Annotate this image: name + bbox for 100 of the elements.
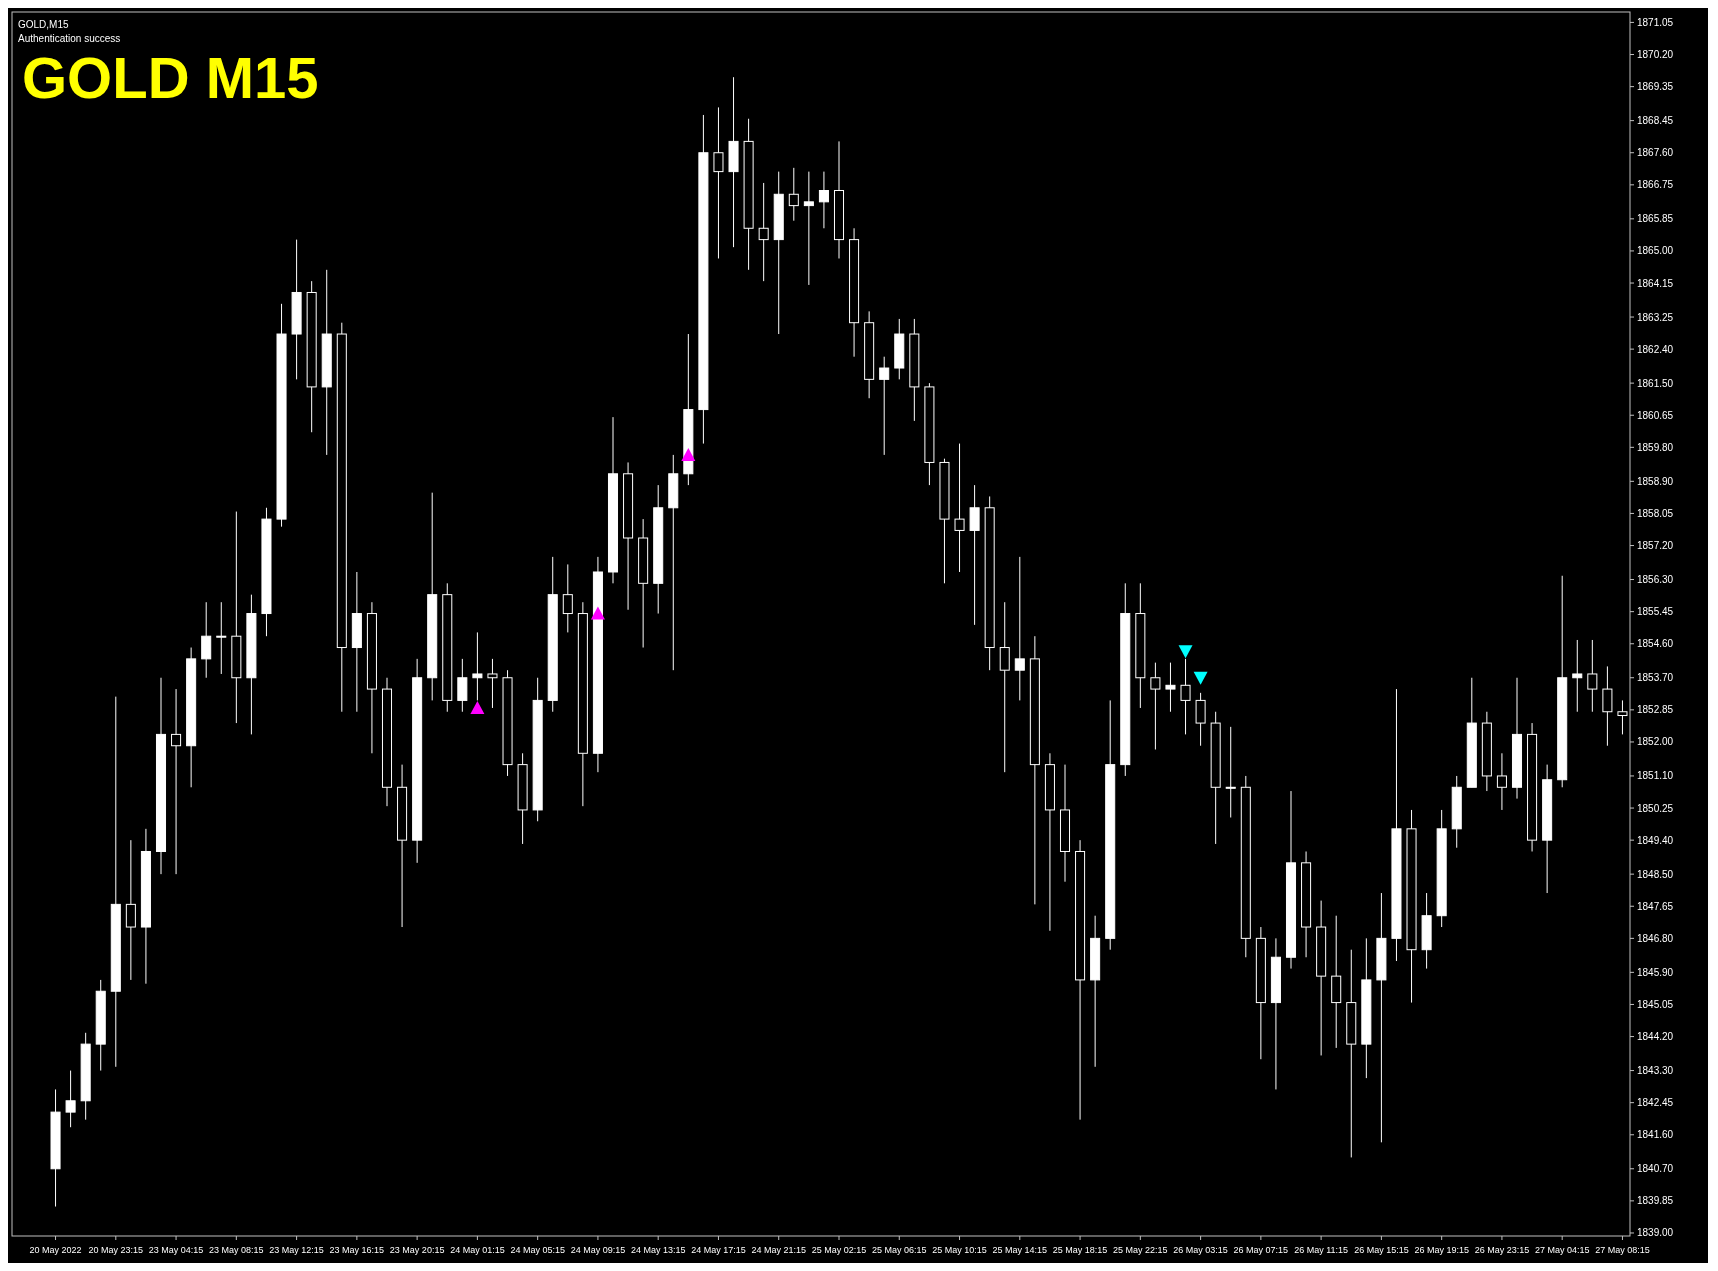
candlestick	[472, 631, 483, 701]
x-tick-label: 24 May 05:15	[510, 1245, 565, 1255]
candlestick	[1572, 639, 1583, 713]
x-tick-label: 27 May 04:15	[1534, 1245, 1590, 1255]
candlestick	[562, 563, 573, 633]
candlestick	[954, 443, 965, 573]
candlestick	[1150, 662, 1161, 751]
candlestick	[758, 182, 769, 282]
candlestick	[803, 171, 814, 286]
candlestick	[457, 658, 468, 713]
y-tick-label: 1853.70	[1637, 672, 1674, 684]
candlestick	[1617, 699, 1628, 735]
point	[470, 700, 485, 714]
candlestick	[1225, 726, 1236, 818]
x-tick-label: 26 May 19:15	[1414, 1245, 1469, 1255]
candlestick	[171, 688, 182, 875]
x-tick-label: 23 May 20:15	[389, 1245, 445, 1255]
y-tick-label: 1852.00	[1637, 736, 1674, 748]
x-tick-label: 24 May 21:15	[751, 1245, 807, 1255]
y-tick-label: 1845.90	[1637, 966, 1674, 978]
y-tick-label: 1846.80	[1637, 932, 1674, 944]
x-tick-label: 25 May 18:15	[1052, 1245, 1108, 1255]
point	[1193, 671, 1208, 685]
y-tick-label: 1858.90	[1637, 475, 1674, 487]
chart-subtitle: GOLD,M15	[18, 19, 70, 30]
y-tick-label: 1848.50	[1637, 868, 1674, 880]
y-tick-label: 1849.40	[1637, 834, 1674, 846]
x-tick-label: 20 May 2022	[29, 1245, 82, 1255]
candlestick	[65, 1070, 76, 1128]
candlestick	[1180, 658, 1191, 735]
x-tick-label: 26 May 07:15	[1233, 1245, 1289, 1255]
y-tick-label: 1862.40	[1637, 343, 1674, 355]
y-tick-label: 1843.30	[1637, 1065, 1674, 1077]
y-tick-label: 1870.20	[1637, 49, 1674, 61]
candlestick	[788, 167, 799, 222]
x-tick-label: 23 May 08:15	[209, 1245, 264, 1255]
y-tick-label: 1847.65	[1637, 900, 1674, 912]
y-tick-label: 1852.85	[1637, 704, 1674, 716]
x-tick-label: 23 May 04:15	[148, 1245, 204, 1255]
y-tick-label: 1839.85	[1637, 1195, 1674, 1207]
y-tick-label: 1863.25	[1637, 311, 1674, 323]
y-tick-label: 1864.15	[1637, 277, 1674, 289]
x-tick-label: 23 May 12:15	[269, 1245, 324, 1255]
candlestick	[999, 601, 1010, 773]
y-tick-label: 1842.45	[1637, 1097, 1674, 1109]
x-tick-label: 24 May 17:15	[691, 1245, 746, 1255]
x-tick-label: 27 May 08:15	[1595, 1245, 1650, 1255]
y-tick-label: 1859.80	[1637, 441, 1674, 453]
candlestick	[125, 839, 136, 981]
y-tick-label: 1850.25	[1637, 802, 1674, 814]
candlestick	[1602, 665, 1613, 747]
x-tick-label: 25 May 02:15	[811, 1245, 867, 1255]
y-tick-label: 1851.10	[1637, 770, 1674, 782]
x-tick-label: 25 May 06:15	[871, 1245, 927, 1255]
candlestick	[1496, 752, 1507, 811]
x-tick-label: 26 May 23:15	[1474, 1245, 1530, 1255]
x-tick-label: 25 May 10:15	[932, 1245, 987, 1255]
candlestick	[487, 658, 498, 709]
x-tick-label: 26 May 11:15	[1294, 1245, 1349, 1255]
y-tick-label: 1865.85	[1637, 213, 1674, 225]
annotation: Authentication success	[18, 33, 121, 44]
candlestick	[1195, 692, 1206, 747]
y-tick-label: 1871.05	[1637, 16, 1674, 28]
x-tick-label: 20 May 23:15	[88, 1245, 144, 1255]
y-tick-label: 1840.70	[1637, 1163, 1674, 1175]
y-tick-label: 1858.05	[1637, 507, 1674, 519]
y-tick-label: 1855.45	[1637, 606, 1674, 618]
y-tick-label: 1860.65	[1637, 409, 1674, 421]
x-tick-label: 26 May 15:15	[1354, 1245, 1409, 1255]
x-tick-label: 23 May 16:15	[329, 1245, 385, 1255]
candlestick	[216, 601, 227, 675]
text: GOLD M15	[22, 45, 319, 110]
candlestick	[1014, 556, 1025, 701]
candlestick	[818, 171, 829, 229]
y-tick-label: 1841.60	[1637, 1129, 1674, 1141]
x-tick-label: 24 May 01:15	[450, 1245, 505, 1255]
candlestick	[969, 484, 980, 626]
x-tick-label: 25 May 14:15	[992, 1245, 1048, 1255]
y-tick-label: 1869.35	[1637, 81, 1674, 93]
y-tick-label: 1866.75	[1637, 179, 1674, 191]
point	[681, 447, 696, 461]
candlestick	[879, 356, 890, 456]
candlestick	[713, 106, 724, 259]
y-tick-label: 1854.60	[1637, 638, 1674, 650]
y-tick-label: 1845.05	[1637, 998, 1674, 1010]
x-tick-label: 26 May 03:15	[1173, 1245, 1228, 1255]
y-tick-label: 1868.45	[1637, 115, 1674, 127]
candlestick	[201, 601, 212, 679]
y-tick-label: 1844.20	[1637, 1031, 1674, 1043]
point	[590, 606, 605, 620]
y-tick-label: 1861.50	[1637, 377, 1674, 389]
x-tick-label: 24 May 13:15	[630, 1245, 686, 1255]
x-tick-label: 25 May 22:15	[1113, 1245, 1168, 1255]
point	[1178, 645, 1193, 659]
y-tick-label: 1839.00	[1637, 1227, 1674, 1239]
candlestick	[1165, 662, 1176, 713]
y-tick-label: 1865.00	[1637, 245, 1674, 257]
y-tick-label: 1857.20	[1637, 540, 1674, 552]
candlestick	[1587, 639, 1598, 713]
x-tick-label: 24 May 09:15	[570, 1245, 626, 1255]
